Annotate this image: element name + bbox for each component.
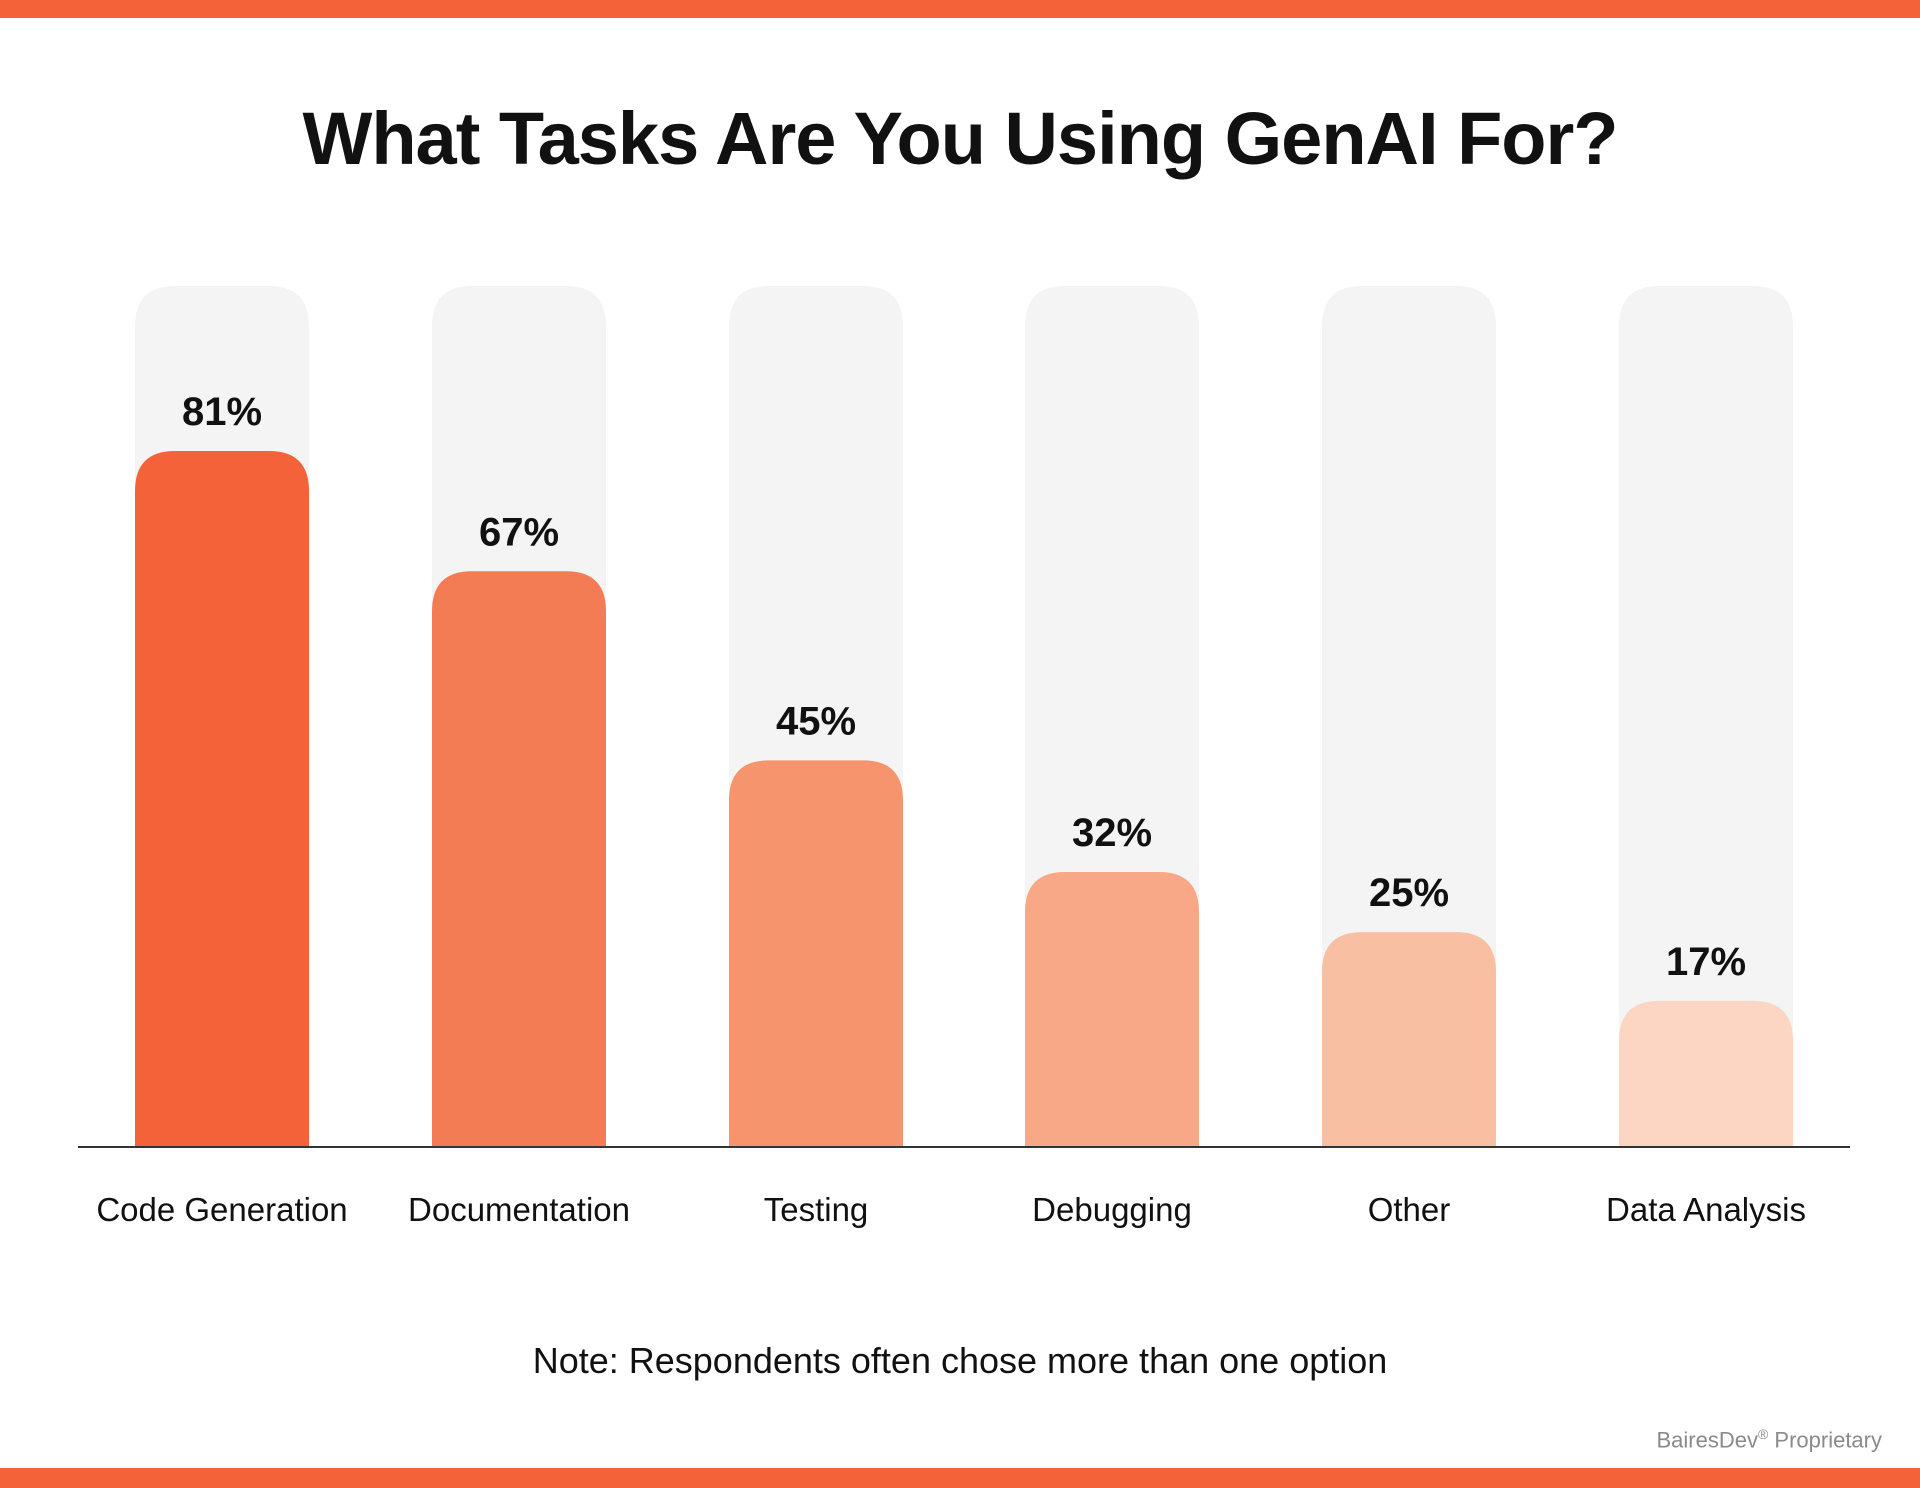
bar-chart: 81% 67% 45% 32% 25% 17% Code Generation Docume… [78, 286, 1850, 1228]
footer-suffix: Proprietary [1768, 1427, 1882, 1453]
bottom-accent-stripe [0, 1468, 1920, 1488]
footer-credit: BairesDev® Proprietary [1656, 1426, 1882, 1453]
top-accent-stripe [0, 0, 1920, 18]
bar [1619, 1000, 1793, 1147]
bar-tracks [135, 286, 1793, 1147]
footer-brand: BairesDev [1656, 1427, 1758, 1453]
category-label: Testing [764, 1191, 869, 1228]
bar-track [1619, 286, 1793, 1147]
bar-value-label: 67% [479, 510, 559, 554]
chart-title: What Tasks Are You Using GenAI For? [302, 97, 1619, 180]
bar-track [1322, 286, 1496, 1147]
bar-value-label: 45% [776, 699, 856, 743]
chart-note: Note: Respondents often chose more than … [532, 1340, 1388, 1381]
bar-value-label: 32% [1072, 811, 1152, 855]
category-label: Data Analysis [1606, 1191, 1806, 1228]
category-labels: Code Generation Documentation Testing Debug… [96, 1191, 1806, 1228]
bar [1025, 872, 1199, 1147]
bar [135, 451, 309, 1147]
bars [135, 451, 1793, 1147]
bar [729, 760, 903, 1147]
bar [432, 571, 606, 1147]
footer-mark: ® [1757, 1426, 1769, 1442]
category-label: Debugging [1032, 1191, 1192, 1228]
category-label: Other [1368, 1191, 1451, 1228]
bar [1322, 932, 1496, 1147]
value-labels: 81% 67% 45% 32% 25% 17% [182, 390, 1746, 984]
bar-value-label: 17% [1666, 940, 1746, 984]
category-label: Code Generation [96, 1191, 347, 1228]
category-label: Documentation [408, 1191, 630, 1228]
bar-value-label: 25% [1369, 871, 1449, 915]
bar-value-label: 81% [182, 390, 262, 434]
